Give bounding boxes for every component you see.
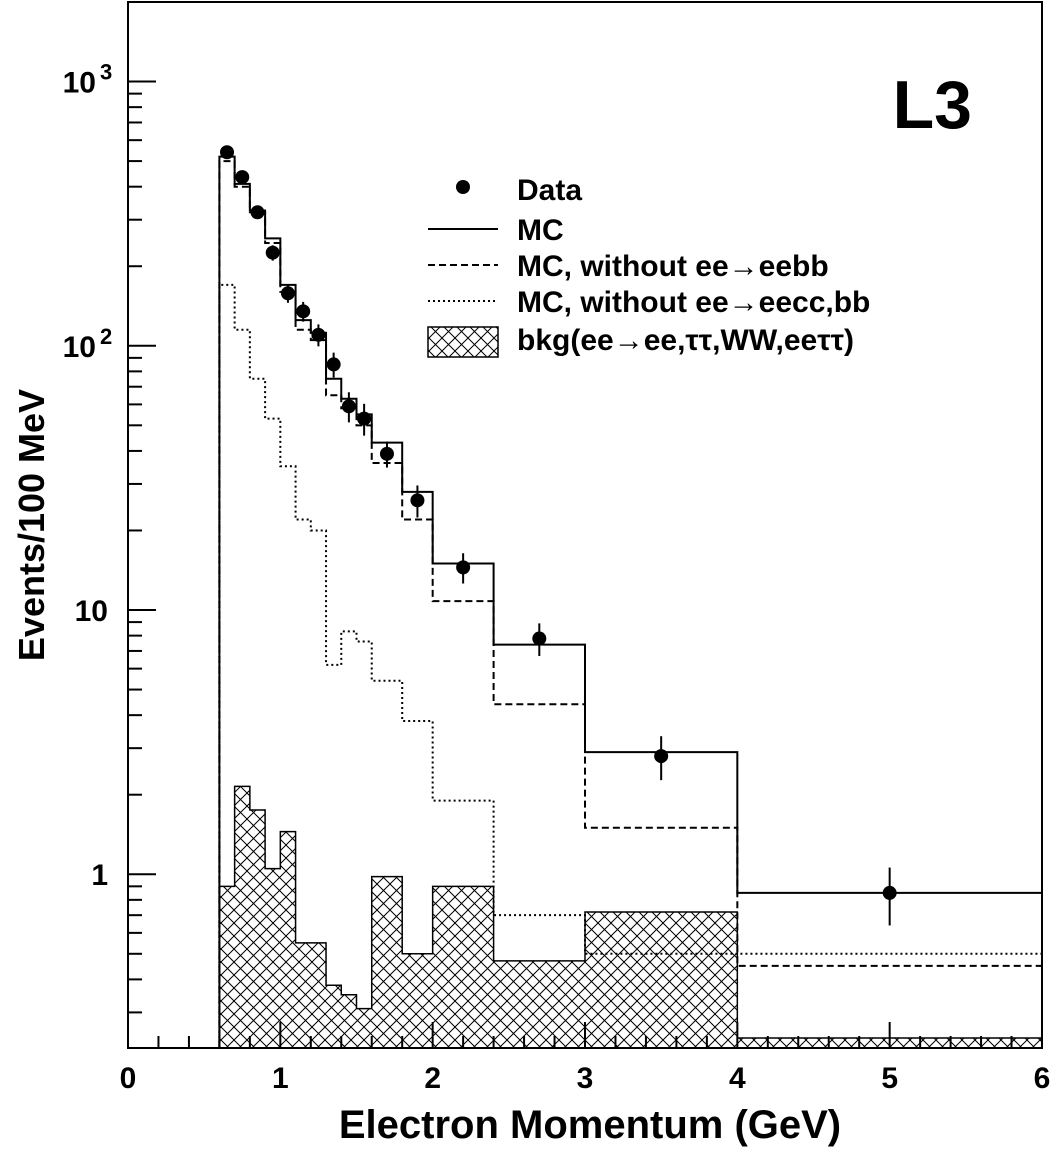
data-point bbox=[654, 736, 669, 781]
x-tick-label: 3 bbox=[577, 1062, 594, 1095]
y-tick-label: 10 bbox=[63, 67, 96, 100]
data-point-marker bbox=[265, 245, 280, 260]
data-point-marker bbox=[357, 411, 372, 426]
data-point bbox=[250, 205, 265, 220]
data-point-marker bbox=[326, 357, 341, 372]
data-point-marker bbox=[882, 885, 897, 900]
legend-bkg-label: bkg(ee→ee,ττ,WW,eeττ) bbox=[517, 324, 854, 357]
data-point-marker bbox=[456, 560, 471, 575]
y-axis-label: Events/100 MeV bbox=[11, 389, 52, 661]
data-point-marker bbox=[379, 446, 394, 461]
data-point bbox=[456, 553, 471, 584]
legend-mc-no-ccbb-label: MC, without ee→eecc,bb bbox=[517, 286, 870, 319]
legend: Data MC MC, without ee→eebb MC, without … bbox=[427, 174, 870, 358]
x-tick-label: 1 bbox=[272, 1062, 289, 1095]
data-point bbox=[265, 245, 280, 261]
data-point-marker bbox=[410, 493, 425, 508]
data-point-marker bbox=[654, 749, 669, 764]
legend-mc-label: MC bbox=[517, 214, 564, 247]
data-point bbox=[311, 324, 326, 347]
data-point bbox=[410, 485, 425, 518]
data-point bbox=[235, 170, 250, 185]
x-tick-label: 0 bbox=[120, 1062, 137, 1095]
x-tick-label: 6 bbox=[1034, 1062, 1051, 1095]
data-point bbox=[280, 284, 295, 303]
data-point bbox=[220, 145, 235, 160]
data-point bbox=[379, 441, 394, 468]
data-point bbox=[326, 352, 341, 378]
data-point bbox=[296, 301, 311, 322]
data-point-marker bbox=[341, 399, 356, 414]
x-tick-label: 5 bbox=[881, 1062, 898, 1095]
data-point bbox=[357, 403, 372, 436]
data-point-marker bbox=[235, 170, 250, 185]
y-tick-label: 10 bbox=[63, 331, 96, 364]
data-point-marker bbox=[296, 304, 311, 319]
x-tick-label: 4 bbox=[729, 1062, 746, 1095]
data-point bbox=[882, 867, 897, 926]
data-point-marker bbox=[311, 327, 326, 342]
data-point-marker bbox=[280, 286, 295, 301]
y-tick-exponent: 3 bbox=[100, 60, 112, 85]
series-bkg bbox=[218, 785, 1043, 1049]
legend-data-label: Data bbox=[517, 174, 582, 207]
plot-frame bbox=[127, 1, 1043, 1049]
series-mc_no_ccbb bbox=[218, 283, 1042, 1048]
x-axis-label: Electron Momentum (GeV) bbox=[339, 1103, 841, 1147]
data-point bbox=[532, 623, 547, 656]
experiment-label: L3 bbox=[893, 67, 972, 143]
legend-bkg-swatch bbox=[427, 326, 499, 358]
y-tick-label: 1 bbox=[91, 859, 108, 892]
x-tick-label: 2 bbox=[424, 1062, 441, 1095]
data-point-marker bbox=[250, 205, 265, 220]
data-point bbox=[341, 392, 356, 423]
y-tick-exponent: 2 bbox=[100, 324, 112, 349]
legend-data-marker bbox=[456, 180, 470, 194]
legend-mc-no-bb-label: MC, without ee→eebb bbox=[517, 250, 829, 283]
data-point-marker bbox=[532, 631, 547, 646]
y-tick-label: 10 bbox=[75, 595, 108, 628]
data-point-marker bbox=[220, 145, 235, 160]
